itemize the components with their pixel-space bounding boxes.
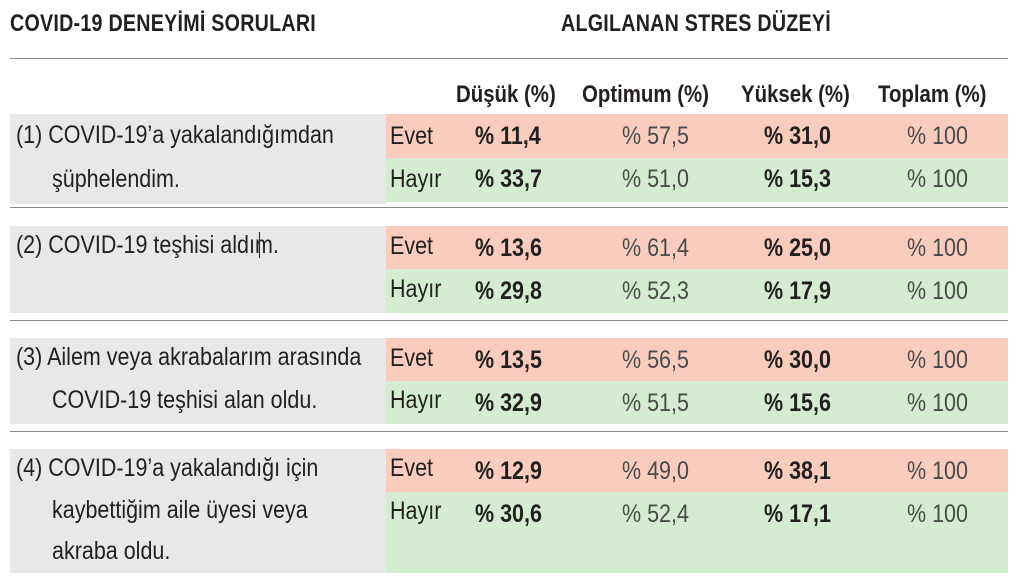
question-cell: [10, 114, 386, 204]
value-toplam: % 100: [907, 234, 968, 262]
section-divider: [10, 431, 1008, 432]
value-optimum: % 49,0: [622, 457, 689, 485]
value-toplam: % 100: [907, 389, 968, 417]
value-yuksek: % 15,3: [764, 165, 831, 193]
evet-band: [386, 226, 1008, 269]
column-header-toplam: Toplam (%): [878, 81, 987, 108]
section-divider: [10, 320, 1008, 321]
column-header-optimum: Optimum (%): [582, 81, 709, 108]
question-2-line-1: (2) COVID-19 teşhisi aldım.: [16, 231, 279, 259]
question-3-line-1: (3) Ailem veya akrabalarım arasında: [16, 343, 362, 371]
row-label-evet: Evet: [390, 122, 434, 150]
table-title-left: COVID-19 DENEYİMİ SORULARI: [10, 10, 317, 37]
value-optimum: % 52,3: [622, 277, 689, 305]
value-yuksek: % 17,1: [764, 500, 831, 528]
value-yuksek: % 31,0: [764, 122, 831, 150]
row-label-evet: Evet: [390, 344, 434, 372]
column-header-yuksek: Yüksek (%): [741, 81, 850, 108]
value-optimum: % 61,4: [622, 234, 689, 262]
value-optimum: % 52,4: [622, 500, 689, 528]
value-toplam: % 100: [907, 500, 968, 528]
value-yuksek: % 15,6: [764, 389, 831, 417]
value-dusuk: % 13,6: [475, 234, 542, 262]
value-dusuk: % 33,7: [475, 165, 542, 193]
question-1-line-2: şüphelendim.: [52, 165, 180, 193]
question-4-line-1: (4) COVID-19’a yakalandığı için: [16, 454, 319, 482]
row-label-hayir: Hayır: [390, 275, 442, 303]
value-yuksek: % 38,1: [764, 457, 831, 485]
row-label-evet: Evet: [390, 232, 434, 260]
value-toplam: % 100: [907, 122, 968, 150]
value-dusuk: % 32,9: [475, 389, 542, 417]
evet-band: [386, 338, 1008, 381]
question-cell: [10, 226, 386, 313]
row-label-hayir: Hayır: [390, 386, 442, 414]
value-dusuk: % 13,5: [475, 346, 542, 374]
row-label-hayir: Hayır: [390, 165, 442, 193]
evet-band: [386, 114, 1008, 158]
evet-band: [386, 449, 1008, 492]
value-optimum: % 51,0: [622, 165, 689, 193]
value-dusuk: % 29,8: [475, 277, 542, 305]
value-yuksek: % 25,0: [764, 234, 831, 262]
table-title-right: ALGILANAN STRES DÜZEYİ: [561, 10, 832, 37]
value-optimum: % 51,5: [622, 389, 689, 417]
question-4-line-2: kaybettiğim aile üyesi veya: [52, 496, 308, 524]
hayir-band: [386, 269, 1008, 313]
value-optimum: % 57,5: [622, 122, 689, 150]
question-cell: [10, 338, 386, 424]
value-yuksek: % 30,0: [764, 346, 831, 374]
value-dusuk: % 30,6: [475, 500, 542, 528]
value-toplam: % 100: [907, 277, 968, 305]
value-optimum: % 56,5: [622, 346, 689, 374]
hayir-band: [386, 158, 1008, 202]
column-header-dusuk: Düşük (%): [456, 81, 556, 108]
section-divider: [10, 207, 1008, 208]
question-cell: [10, 449, 386, 573]
value-toplam: % 100: [907, 346, 968, 374]
value-toplam: % 100: [907, 457, 968, 485]
value-dusuk: % 11,4: [475, 122, 541, 150]
question-3-line-2: COVID-19 teşhisi alan oldu.: [52, 386, 318, 414]
hayir-band: [386, 492, 1008, 573]
question-1-line-1: (1) COVID-19’a yakalandığımdan: [16, 121, 334, 149]
question-4-line-3: akraba oldu.: [52, 537, 171, 565]
text-cursor: [259, 232, 260, 258]
value-dusuk: % 12,9: [475, 457, 542, 485]
top-divider: [10, 58, 1008, 59]
row-label-evet: Evet: [390, 454, 434, 482]
hayir-band: [386, 381, 1008, 424]
value-yuksek: % 17,9: [764, 277, 831, 305]
row-label-hayir: Hayır: [390, 497, 442, 525]
value-toplam: % 100: [907, 165, 968, 193]
